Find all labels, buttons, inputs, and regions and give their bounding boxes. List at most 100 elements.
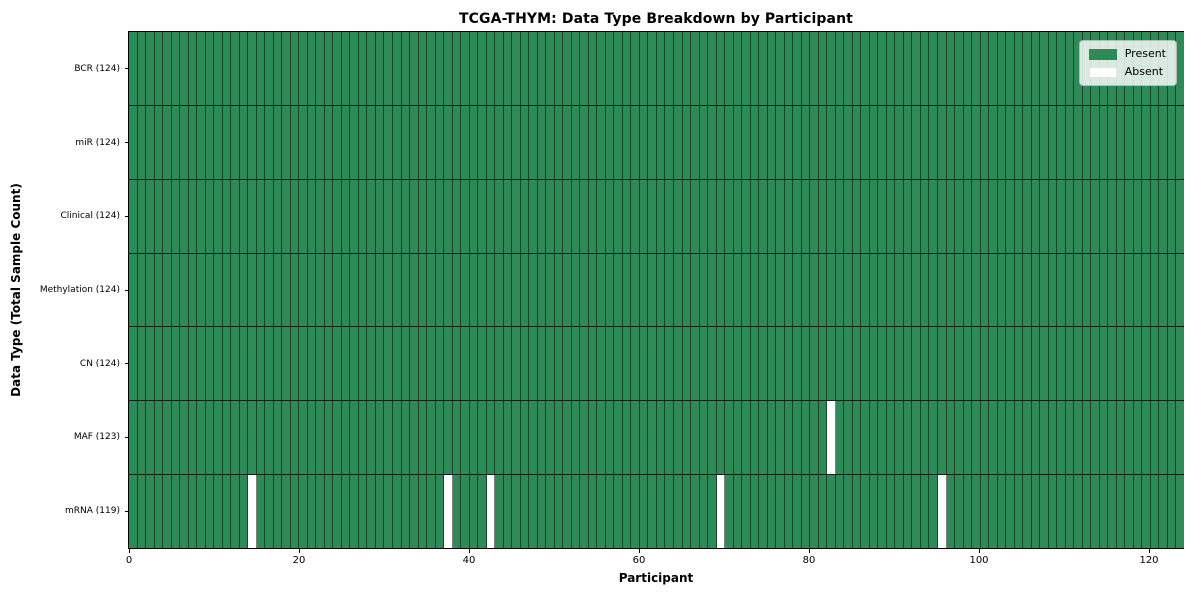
heatmap-cell — [793, 475, 802, 549]
heatmap-cell — [1116, 327, 1126, 401]
heatmap-row-Methylation — [129, 253, 1184, 328]
heatmap-cell — [180, 32, 189, 105]
heatmap-cell — [410, 32, 419, 105]
heatmap-cell — [410, 179, 419, 253]
heatmap-cell — [733, 401, 743, 475]
heatmap-cell — [588, 327, 598, 401]
heatmap-cell — [137, 327, 147, 401]
heatmap-row-Clinical — [129, 179, 1184, 254]
heatmap-cell — [835, 179, 845, 253]
heatmap-cell — [605, 32, 615, 105]
heatmap-cell — [631, 253, 640, 327]
heatmap-cell — [886, 105, 896, 179]
heatmap-cell — [1176, 401, 1184, 475]
heatmap-cell — [810, 179, 819, 253]
heatmap-cell — [307, 179, 317, 253]
heatmap-cell — [137, 179, 147, 253]
heatmap-cell — [895, 475, 904, 549]
heatmap-cell — [537, 401, 547, 475]
heatmap-cell — [818, 253, 828, 327]
heatmap-cell — [461, 327, 470, 401]
heatmap-cell — [392, 327, 402, 401]
heatmap-cell — [231, 401, 240, 475]
heatmap-cell — [793, 105, 802, 179]
heatmap-cell — [750, 253, 760, 327]
heatmap-cell — [1099, 253, 1109, 327]
heatmap-cell — [1091, 105, 1100, 179]
heatmap-cell — [972, 32, 981, 105]
heatmap-cell — [1082, 253, 1092, 327]
heatmap-cell — [648, 32, 657, 105]
heatmap-cell — [486, 253, 496, 327]
heatmap-cell — [537, 105, 547, 179]
heatmap-cell — [844, 327, 853, 401]
heatmap-cell — [1031, 327, 1041, 401]
heatmap-cell — [180, 327, 189, 401]
heatmap-cell — [691, 179, 700, 253]
heatmap-cell — [835, 475, 845, 549]
heatmap-cell — [154, 253, 164, 327]
heatmap-cell — [137, 32, 147, 105]
heatmap-cell — [410, 475, 419, 549]
heatmap-cell — [955, 475, 964, 549]
heatmap-cell — [435, 179, 445, 253]
heatmap-cell — [801, 179, 811, 253]
heatmap-cell — [1040, 327, 1049, 401]
heatmap-cell — [401, 253, 411, 327]
heatmap-cell — [469, 253, 479, 327]
heatmap-cell — [563, 327, 572, 401]
heatmap-cell — [239, 32, 249, 105]
heatmap-cell — [980, 32, 990, 105]
heatmap-cell — [495, 105, 504, 179]
heatmap-cell — [503, 105, 513, 179]
heatmap-cell — [1014, 179, 1024, 253]
heatmap-cell — [886, 475, 896, 549]
heatmap-cell — [929, 105, 938, 179]
heatmap-cell — [869, 105, 879, 179]
heatmap-cell — [554, 253, 564, 327]
heatmap-cell — [1023, 475, 1032, 549]
heatmap-cell — [529, 32, 538, 105]
heatmap-cell — [614, 32, 623, 105]
heatmap-cell — [282, 475, 291, 549]
heatmap-cell — [903, 475, 913, 549]
heatmap-cell — [716, 475, 726, 549]
heatmap-cell — [1014, 253, 1024, 327]
heatmap-cell — [546, 105, 555, 179]
heatmap-cell — [273, 253, 283, 327]
heatmap-cell — [1091, 401, 1100, 475]
heatmap-cell — [350, 401, 359, 475]
heatmap-cell — [1133, 253, 1143, 327]
heatmap-cell — [129, 105, 138, 179]
heatmap-cell — [333, 32, 342, 105]
heatmap-cell — [273, 105, 283, 179]
heatmap-cell — [955, 105, 964, 179]
heatmap-cell — [750, 179, 760, 253]
heatmap-cell — [665, 253, 674, 327]
heatmap-cell — [520, 401, 530, 475]
heatmap-cell — [844, 253, 853, 327]
heatmap-cell — [1176, 253, 1184, 327]
heatmap-cell — [776, 327, 785, 401]
heatmap-cell — [937, 475, 947, 549]
heatmap-cell — [929, 32, 938, 105]
heatmap-cell — [290, 105, 300, 179]
heatmap-cell — [418, 32, 428, 105]
heatmap-cell — [648, 179, 657, 253]
heatmap-cell — [605, 401, 615, 475]
heatmap-cell — [214, 327, 223, 401]
heatmap-cell — [350, 253, 359, 327]
heatmap-cell — [639, 401, 649, 475]
heatmap-cell — [520, 32, 530, 105]
heatmap-cell — [248, 179, 257, 253]
heatmap-cell — [733, 475, 743, 549]
heatmap-cell — [580, 475, 589, 549]
heatmap-cell — [197, 475, 206, 549]
heatmap-cell — [1014, 105, 1024, 179]
heatmap-cell — [478, 253, 487, 327]
y-tick-label: Clinical (124) — [60, 211, 120, 222]
heatmap-cell — [1091, 253, 1100, 327]
heatmap-cell — [435, 401, 445, 475]
heatmap-cell — [256, 475, 266, 549]
heatmap-cell — [1031, 32, 1041, 105]
